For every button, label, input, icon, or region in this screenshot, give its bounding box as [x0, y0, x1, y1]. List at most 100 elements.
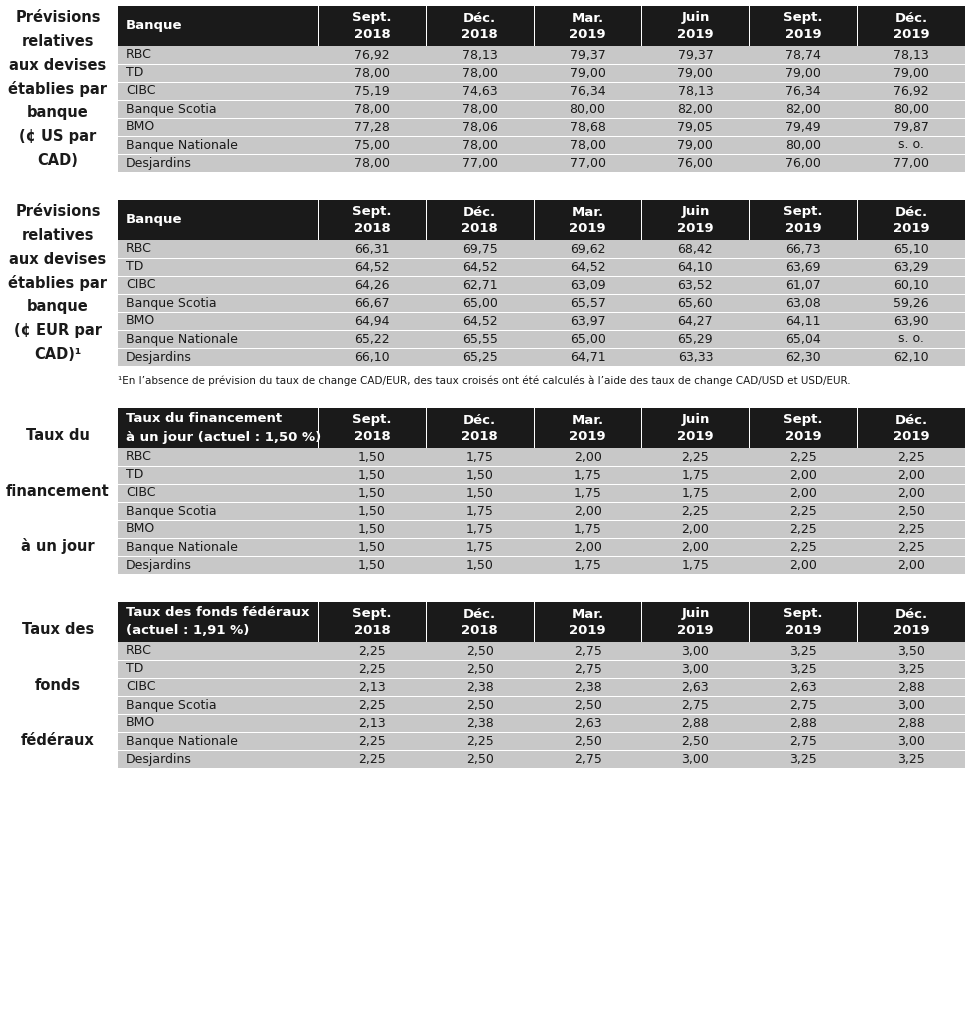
Bar [749, 6, 750, 46]
Text: 2,75: 2,75 [790, 698, 817, 712]
Text: 2019: 2019 [892, 429, 929, 442]
Text: 68,42: 68,42 [677, 243, 713, 256]
Text: Déc.: Déc. [894, 11, 927, 25]
Text: 2,50: 2,50 [466, 663, 493, 676]
Text: 2,25: 2,25 [897, 451, 925, 464]
Bar [534, 602, 535, 642]
Text: 77,00: 77,00 [570, 157, 606, 170]
Text: 79,00: 79,00 [677, 138, 713, 152]
Text: Déc.: Déc. [894, 414, 927, 427]
Text: 78,74: 78,74 [785, 48, 821, 61]
Text: 1,75: 1,75 [466, 541, 493, 554]
Text: 62,30: 62,30 [786, 350, 821, 364]
Text: 64,11: 64,11 [786, 314, 821, 328]
Text: 82,00: 82,00 [677, 102, 713, 116]
Text: 77,00: 77,00 [893, 157, 929, 170]
Text: 2,25: 2,25 [466, 734, 493, 748]
Text: 2019: 2019 [677, 221, 714, 234]
Text: Déc.: Déc. [463, 414, 496, 427]
Text: BMO: BMO [126, 314, 155, 328]
Text: 2,25: 2,25 [358, 698, 386, 712]
Text: CAD): CAD) [38, 153, 78, 168]
Bar [858, 200, 859, 240]
Text: 2,00: 2,00 [790, 486, 817, 500]
Text: 63,09: 63,09 [570, 279, 606, 292]
Text: 3,00: 3,00 [681, 753, 709, 766]
Bar [534, 200, 535, 240]
Text: Banque: Banque [126, 19, 182, 33]
Text: 76,92: 76,92 [893, 85, 929, 97]
Text: 2,75: 2,75 [681, 698, 709, 712]
Text: 2,75: 2,75 [790, 734, 817, 748]
Text: 2,50: 2,50 [681, 734, 709, 748]
Text: Mar.: Mar. [572, 414, 604, 427]
Text: 2019: 2019 [892, 28, 929, 41]
Text: 2,00: 2,00 [790, 469, 817, 481]
Text: Desjardins: Desjardins [126, 350, 192, 364]
Text: Banque Scotia: Banque Scotia [126, 102, 217, 116]
Text: 1,50: 1,50 [358, 505, 386, 517]
Bar [118, 6, 965, 46]
Text: 1,75: 1,75 [574, 522, 602, 536]
Text: 2,50: 2,50 [466, 698, 493, 712]
Text: 2,00: 2,00 [790, 558, 817, 571]
Text: 2019: 2019 [892, 624, 929, 637]
Text: 2019: 2019 [677, 624, 714, 637]
Text: 61,07: 61,07 [786, 279, 821, 292]
Text: établies par: établies par [9, 81, 108, 97]
Text: 64,27: 64,27 [677, 314, 713, 328]
Text: 2,50: 2,50 [466, 644, 493, 657]
Text: TD: TD [126, 67, 143, 80]
Text: 2019: 2019 [677, 28, 714, 41]
Text: 2,63: 2,63 [790, 681, 817, 693]
Text: 1,50: 1,50 [358, 541, 386, 554]
Text: 63,52: 63,52 [677, 279, 713, 292]
Text: 80,00: 80,00 [570, 102, 606, 116]
Text: Taux des fonds fédéraux: Taux des fonds fédéraux [126, 606, 309, 620]
Text: Banque: Banque [126, 213, 182, 226]
Text: 79,49: 79,49 [786, 121, 821, 133]
Text: 66,73: 66,73 [786, 243, 821, 256]
Bar [534, 6, 535, 46]
Text: 65,00: 65,00 [570, 333, 606, 345]
Bar [641, 200, 642, 240]
Text: 1,75: 1,75 [574, 486, 602, 500]
Text: 78,00: 78,00 [462, 138, 498, 152]
Text: 1,75: 1,75 [681, 558, 709, 571]
Text: 64,52: 64,52 [462, 314, 497, 328]
Bar [118, 408, 965, 449]
Text: Sept.: Sept. [784, 414, 823, 427]
Text: 3,25: 3,25 [790, 663, 817, 676]
Text: CIBC: CIBC [126, 279, 155, 292]
Text: 1,50: 1,50 [358, 486, 386, 500]
Text: 2,38: 2,38 [466, 681, 493, 693]
Text: 2,25: 2,25 [358, 663, 386, 676]
Text: 63,90: 63,90 [893, 314, 929, 328]
Text: 63,08: 63,08 [786, 297, 821, 309]
Text: 2019: 2019 [569, 624, 606, 637]
Text: 2,25: 2,25 [358, 734, 386, 748]
Text: 80,00: 80,00 [785, 138, 822, 152]
Text: TD: TD [126, 663, 143, 676]
Text: 3,25: 3,25 [790, 644, 817, 657]
Bar [749, 200, 750, 240]
Text: 78,13: 78,13 [893, 48, 929, 61]
Text: 2,25: 2,25 [790, 451, 817, 464]
Text: 69,75: 69,75 [462, 243, 498, 256]
Text: 64,52: 64,52 [462, 260, 497, 273]
Bar [858, 602, 859, 642]
Text: 2,25: 2,25 [358, 753, 386, 766]
Text: 65,29: 65,29 [677, 333, 713, 345]
Bar [534, 408, 535, 449]
Text: 1,75: 1,75 [681, 469, 709, 481]
Text: 1,75: 1,75 [574, 469, 602, 481]
Text: 2,25: 2,25 [681, 505, 709, 517]
Text: Desjardins: Desjardins [126, 558, 192, 571]
Text: 2,00: 2,00 [574, 541, 602, 554]
Text: BMO: BMO [126, 717, 155, 729]
Text: 2018: 2018 [461, 28, 498, 41]
Text: 2,63: 2,63 [681, 681, 709, 693]
Text: 2,38: 2,38 [574, 681, 602, 693]
Text: 76,00: 76,00 [677, 157, 713, 170]
Text: à un jour: à un jour [21, 539, 95, 554]
